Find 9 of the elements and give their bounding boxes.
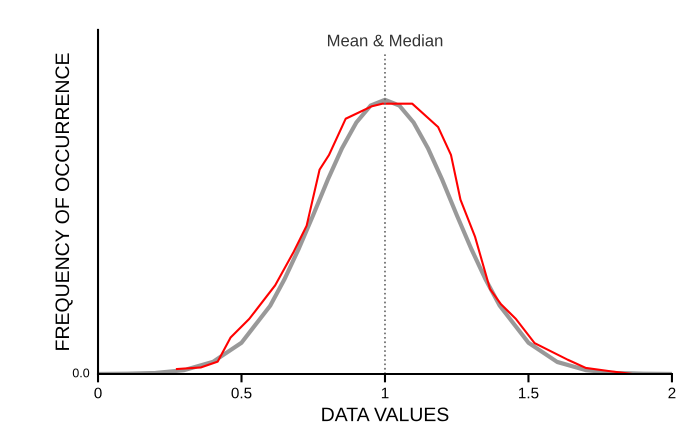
y-axis-title: FREQUENCY OF OCCURRENCE: [55, 53, 73, 350]
x-tick-label: 2: [668, 388, 676, 398]
annotation: 0.0: [72, 368, 90, 378]
x-tick-label: 0: [94, 388, 102, 398]
x-tick-label: 0.5: [231, 388, 252, 398]
x-tick-label: 1.5: [519, 388, 538, 398]
ref-line-label: Mean & Median: [328, 34, 442, 46]
x-tick-label: 1: [382, 388, 388, 398]
x-axis-title: DATA VALUES: [322, 408, 448, 422]
